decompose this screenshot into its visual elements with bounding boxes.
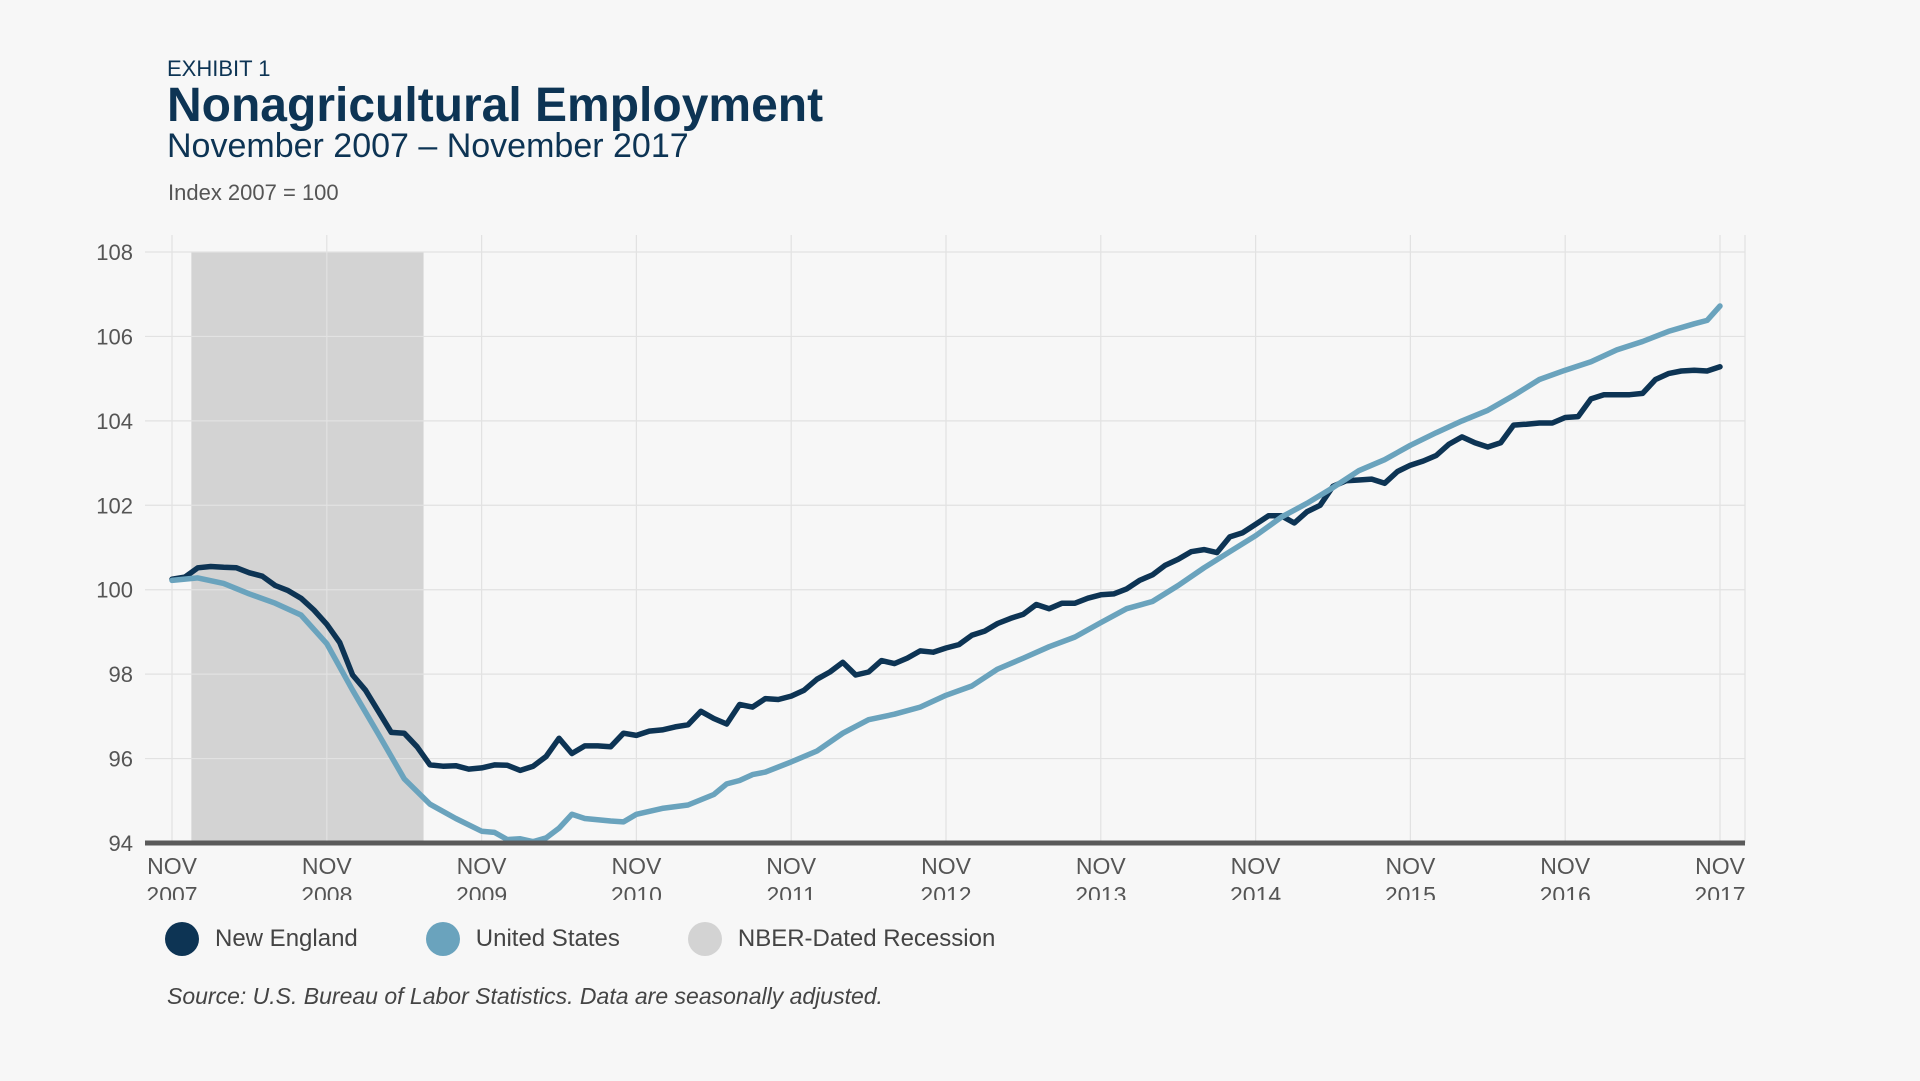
line-chart: 94 96 98 100 102 104 106 108 NOV 2007 NOV 2008 NOV 20… [96, 235, 1746, 900]
x-tick-label: 2007 [146, 882, 197, 900]
legend: New England United States NBER-Dated Rec… [165, 922, 1063, 956]
y-tick-label: 96 [109, 747, 133, 772]
legend-swatch-united-states [425, 922, 460, 956]
x-tick-label: NOV [611, 853, 662, 879]
x-tick-label: NOV [1695, 853, 1746, 879]
y-tick-label: 98 [109, 662, 133, 687]
y-tick-label: 94 [109, 831, 133, 856]
y-tick-label: 106 [96, 324, 133, 349]
y-tick-label: 108 [96, 240, 133, 265]
x-tick-label: 2011 [766, 882, 815, 900]
x-tick-label: NOV [147, 853, 198, 879]
chart-subtitle: November 2007 – November 2017 [167, 127, 689, 165]
x-tick-label: 2014 [1230, 882, 1281, 900]
legend-label-new-england: New England [215, 925, 358, 952]
legend-swatch-new-england [165, 922, 199, 956]
source-note: Source: U.S. Bureau of Labor Statistics.… [167, 983, 883, 1009]
x-tick-label: 2013 [1075, 882, 1126, 900]
legend-item-new-england: New England [165, 922, 358, 956]
legend-swatch-recession [687, 922, 722, 956]
x-tick-label: NOV [1385, 853, 1436, 879]
x-tick-label: 2017 [1694, 882, 1745, 900]
y-tick-label: 102 [96, 493, 133, 518]
x-tick-label: NOV [1540, 853, 1591, 879]
x-tick-label: 2012 [920, 882, 971, 900]
legend-label-united-states: United States [475, 925, 620, 952]
y-tick-label: 100 [96, 578, 133, 603]
y-tick-label: 104 [96, 409, 133, 434]
x-tick-label: 2016 [1540, 882, 1591, 900]
x-tick-label: 2008 [301, 882, 352, 900]
x-tick-label: NOV [457, 853, 508, 879]
x-tick-label: 2010 [611, 882, 662, 900]
chart-title: Nonagricultural Employment [167, 79, 824, 132]
x-tick-label: NOV [766, 853, 817, 879]
x-tick-label: NOV [302, 853, 353, 879]
x-tick-label: NOV [1231, 853, 1282, 879]
x-tick-label: NOV [921, 853, 972, 879]
legend-label-recession: NBER-Dated Recession [737, 925, 996, 952]
x-tick-label: 2009 [456, 882, 507, 900]
series-line-united-states [169, 303, 1723, 845]
y-axis-label: Index 2007 = 100 [168, 180, 339, 205]
x-tick-label: NOV [1076, 853, 1127, 879]
series-line-new-england [169, 364, 1723, 774]
legend-item-united-states: United States [425, 922, 620, 956]
legend-item-recession: NBER-Dated Recession [687, 922, 996, 956]
exhibit-label: EXHIBIT 1 [167, 56, 271, 81]
x-tick-label: 2015 [1385, 882, 1436, 900]
